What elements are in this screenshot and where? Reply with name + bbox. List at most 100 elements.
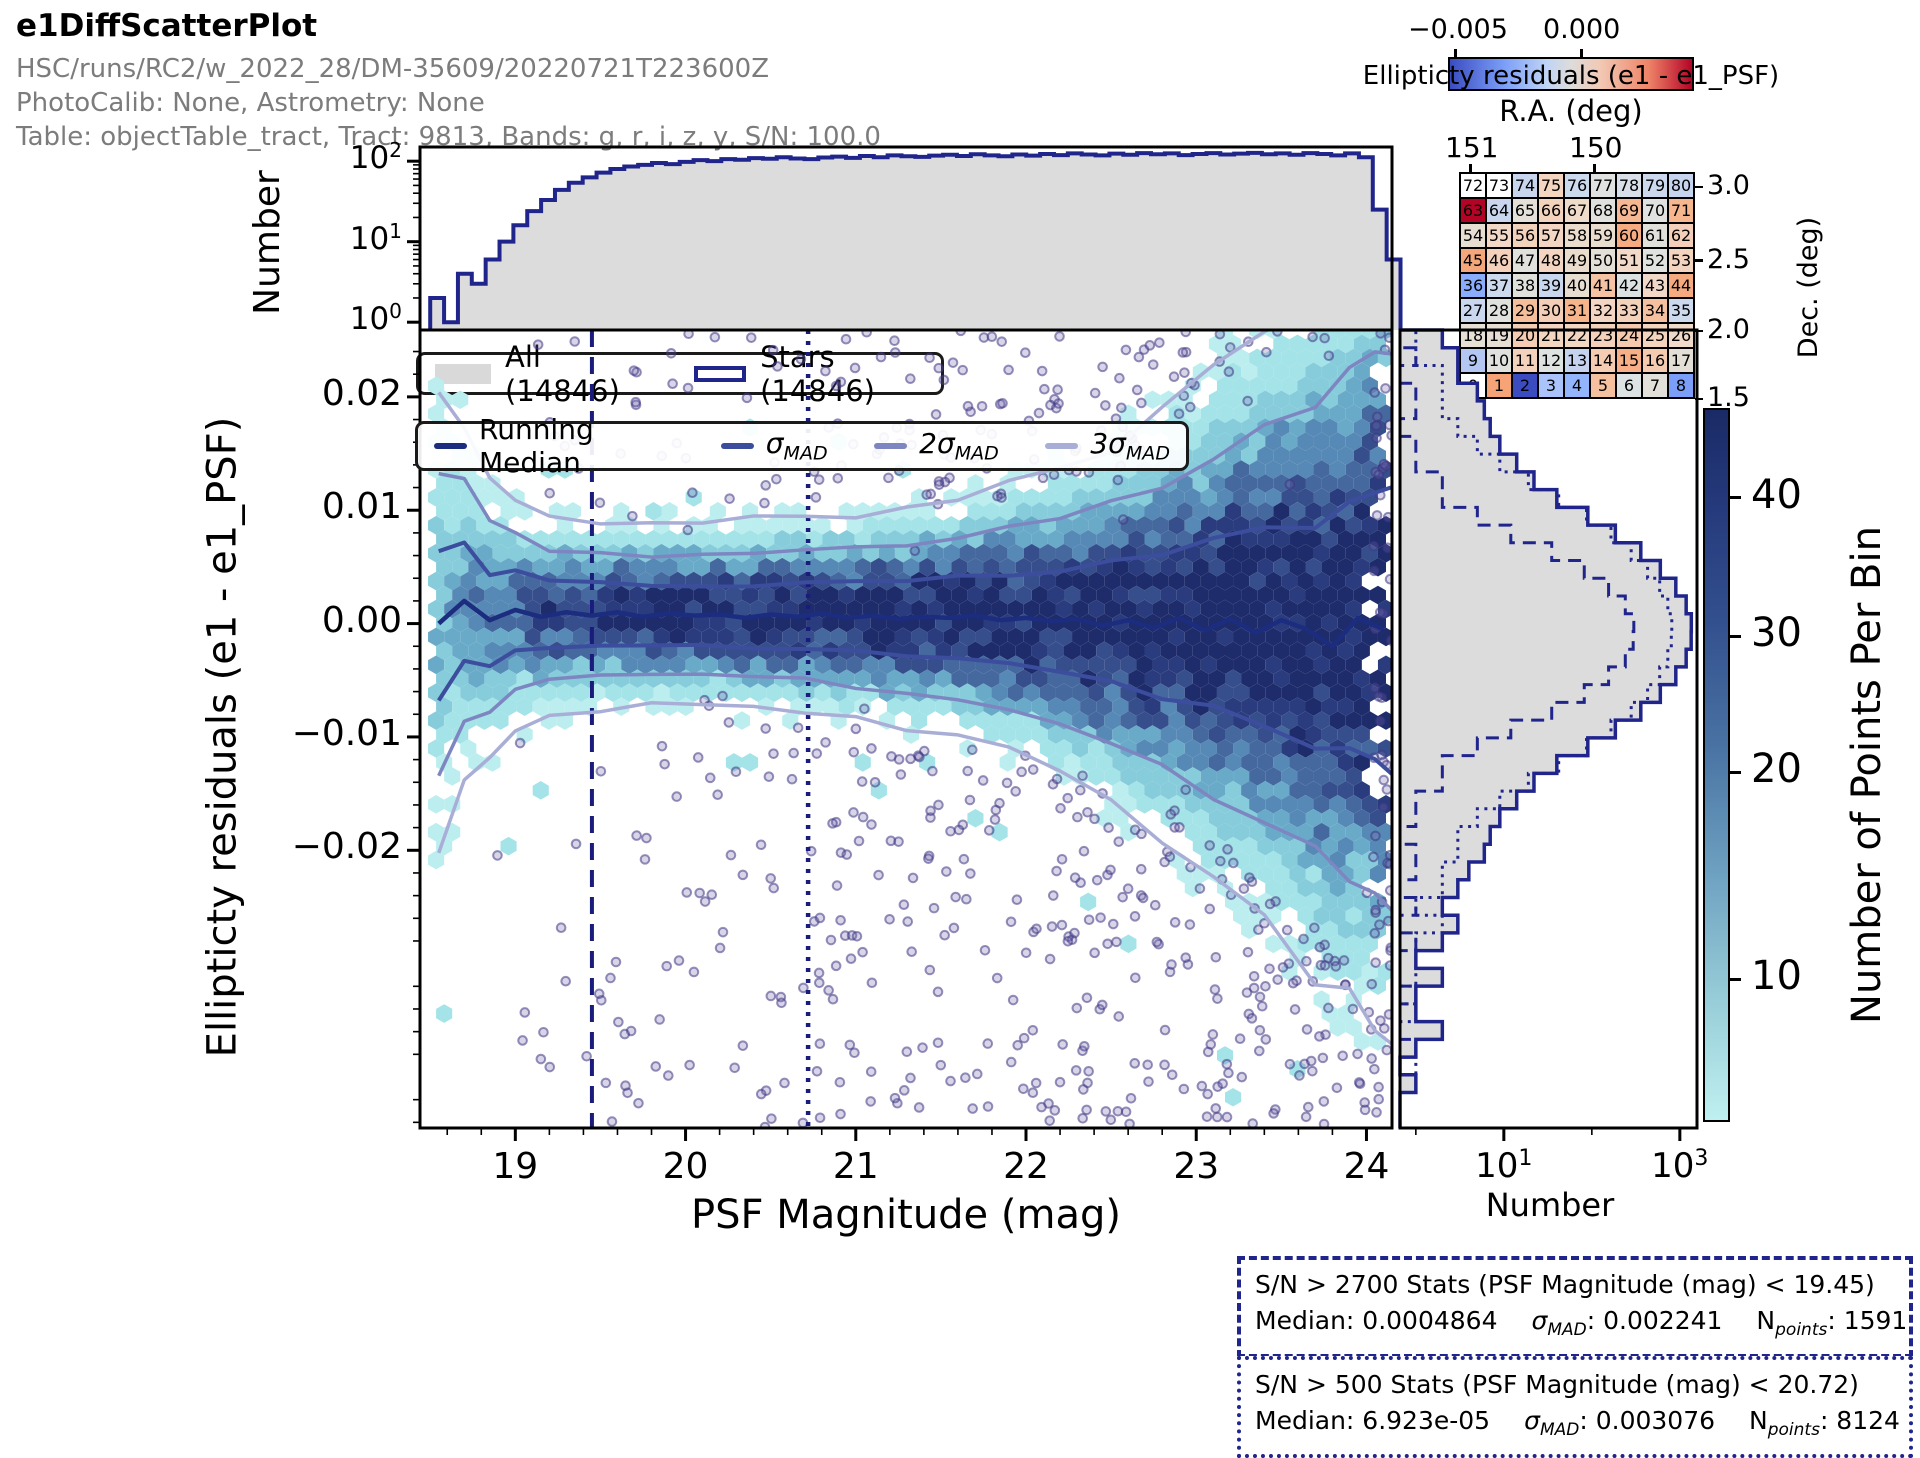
sigma2-mad-label: 2σMAD: [919, 427, 999, 465]
top-hist-ytick-label: 101: [349, 218, 402, 257]
skymap-cell: 33: [1617, 299, 1641, 322]
stats-npoints: Npoints: 1591: [1756, 1306, 1908, 1340]
skymap-cell: 52: [1643, 249, 1667, 272]
skymap-cell: 5: [1591, 374, 1615, 397]
points-colorbar-tick-label: 40: [1751, 471, 1802, 518]
stars-histogram-line: [428, 150, 1403, 330]
skymap-cell: 6: [1617, 374, 1641, 397]
skymap-colorbar-tick: −0.005: [1408, 14, 1508, 45]
skymap-ytick-label: 3.0: [1707, 169, 1750, 201]
stats-median: Median: 6.923e-05: [1255, 1406, 1491, 1435]
main-frame: [418, 328, 1394, 1130]
skymap-cell: 35: [1669, 299, 1693, 322]
points-colorbar-tickmark: [1730, 770, 1741, 774]
skymap-patch-grid: 72 73 74 75 76 77 78 79 80 63 64 65 66 67 68 69 70 71 54 55…: [1459, 172, 1695, 399]
skymap-cell: 79: [1643, 174, 1667, 197]
points-colorbar-tick-label: 20: [1751, 746, 1802, 793]
skymap-cell: 7: [1643, 374, 1667, 397]
x-tick-label: 20: [662, 1146, 709, 1187]
skymap-ytickmark: [1695, 185, 1703, 188]
3sigma-mad-line: [437, 700, 1392, 1046]
skymap-cell: 61: [1643, 224, 1667, 247]
y-tick-label: −0.01: [291, 712, 402, 754]
page-title: e1DiffScatterPlot: [16, 8, 318, 44]
skymap-cell: 30: [1539, 299, 1563, 322]
stats-box-snr2700: S/N > 2700 Stats (PSF Magnitude (mag) < …: [1237, 1256, 1913, 1358]
skymap-cell: 40: [1565, 274, 1589, 297]
scatter-layer: [492, 330, 1392, 1128]
stats-sigma: σMAD: 0.002241: [1531, 1306, 1723, 1340]
sigma3-mad-swatch: [1045, 443, 1079, 449]
2sigma-mad-line: [437, 672, 1392, 912]
skymap-colorbar-tickmark: [1454, 49, 1457, 58]
3sigma-mad-line: [437, 330, 1271, 526]
skymap-cell: 46: [1487, 249, 1511, 272]
skymap-cell: 66: [1539, 199, 1563, 222]
skymap-colorbar-ticks: −0.005 0.000: [1380, 14, 1720, 48]
side-hist-frame: [1398, 328, 1699, 1130]
x-tick-label: 24: [1343, 1146, 1390, 1187]
sigma2-mad-swatch: [874, 443, 908, 449]
skymap-xtick-label: 151: [1445, 131, 1499, 164]
skymap-cell: 65: [1513, 199, 1537, 222]
skymap-cell: 57: [1539, 224, 1563, 247]
y-tick-label: 0.01: [321, 486, 402, 528]
stats-box-snr500: S/N > 500 Stats (PSF Magnitude (mag) < 2…: [1237, 1356, 1913, 1458]
stats-sigma: σMAD: 0.003076: [1524, 1406, 1716, 1440]
points-colorbar-tick-label: 10: [1751, 953, 1802, 1000]
sigma-mad-line: [437, 642, 1392, 776]
skymap-cell: 45: [1461, 249, 1485, 272]
running-median-swatch: [434, 443, 467, 449]
sigma3-mad-label: 3σMAD: [1090, 427, 1170, 465]
y-tick-label: 0.00: [321, 599, 402, 641]
skymap-cell: 62: [1669, 224, 1693, 247]
skymap-cell: 55: [1487, 224, 1511, 247]
run-collection-label: HSC/runs/RC2/w_2022_28/DM-35609/20220721…: [16, 54, 770, 84]
skymap-colorbar: [1448, 57, 1694, 91]
calibration-label: PhotoCalib: None, Astrometry: None: [16, 88, 485, 118]
skymap-cell: 44: [1669, 274, 1693, 297]
all-histogram-fill: [430, 152, 1401, 330]
skymap-cell: 47: [1513, 249, 1537, 272]
skymap-cell: 34: [1643, 299, 1667, 322]
skymap-ytickmark: [1695, 329, 1703, 333]
skymap-cell: 80: [1669, 174, 1693, 197]
skymap-cell: 49: [1565, 249, 1589, 272]
all-legend-patch: [435, 363, 491, 384]
skymap-cell: 70: [1643, 199, 1667, 222]
skymap-cell: 53: [1669, 249, 1693, 272]
skymap-cell: 76: [1565, 174, 1589, 197]
sigma-mad-swatch: [720, 443, 754, 449]
skymap-cell: 68: [1591, 199, 1615, 222]
skymap-cell: 2: [1513, 374, 1537, 397]
skymap-cell: 13: [1565, 349, 1589, 372]
x-tick-label: 23: [1173, 1146, 1220, 1187]
skymap-cell: 59: [1591, 224, 1615, 247]
skymap-cell: 29: [1513, 299, 1537, 322]
skymap-cell: 28: [1487, 299, 1511, 322]
skymap-cell: 31: [1565, 299, 1589, 322]
skymap-ytick-label: 1.5: [1707, 382, 1750, 413]
skymap-cell: 58: [1565, 224, 1589, 247]
skymap-cell: 69: [1617, 199, 1641, 222]
side-hist-all-fill: [1400, 330, 1692, 1128]
skymap-cell: 10: [1487, 349, 1511, 372]
skymap-cell: 60: [1617, 224, 1641, 247]
side-hist-xtick-label: 103: [1651, 1144, 1709, 1186]
skymap-xtickmark: [1469, 164, 1472, 172]
x-tick-label: 19: [492, 1146, 539, 1187]
y-tick-label: −0.02: [291, 826, 402, 868]
skymap-xaxis-title: R.A. (deg): [1499, 94, 1643, 128]
skymap-cell: 38: [1513, 274, 1537, 297]
skymap-cell: 51: [1617, 249, 1641, 272]
skymap-cell: 27: [1461, 299, 1485, 322]
top-hist-ytick-label: 100: [349, 299, 402, 338]
skymap-cell: 16: [1643, 349, 1667, 372]
main-plot-legend: Running Median σMAD 2σMAD 3σMAD: [415, 413, 1189, 479]
skymap-ytickmark: [1695, 397, 1703, 401]
skymap-cell: 42: [1617, 274, 1641, 297]
skymap-cell: 15: [1617, 349, 1641, 372]
skymap-cell: 3: [1539, 374, 1563, 397]
side-histogram-panel: [1398, 328, 1699, 1141]
skymap-cell: 8: [1669, 374, 1693, 397]
